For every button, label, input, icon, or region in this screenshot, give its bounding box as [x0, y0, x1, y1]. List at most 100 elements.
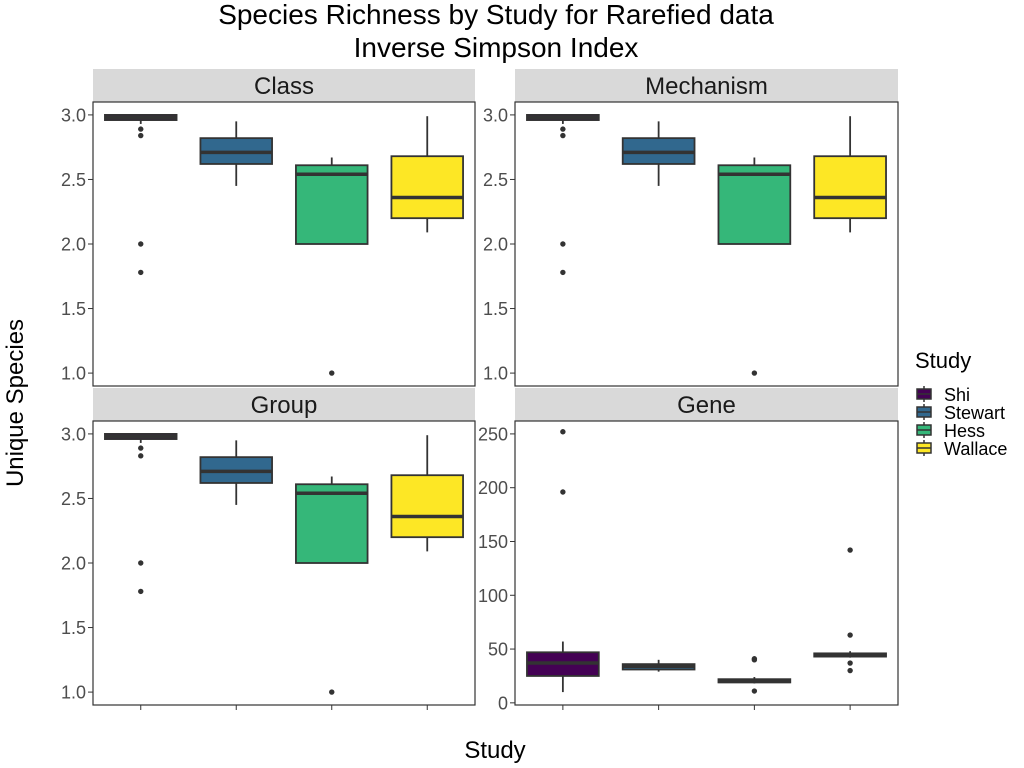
box-shi — [104, 114, 178, 276]
outlier-point — [560, 132, 566, 139]
box-stewart — [199, 440, 273, 505]
y-tick-label: 1.5 — [61, 299, 86, 319]
y-tick-label: 2.5 — [61, 489, 86, 509]
legend-item-stewart: Stewart — [916, 403, 1005, 423]
legend-item-wallace: Wallace — [916, 439, 1007, 459]
outlier-point — [560, 429, 566, 435]
y-tick-label: 100 — [478, 586, 508, 606]
box-shi — [526, 114, 600, 276]
y-tick-label: 2.5 — [61, 170, 86, 190]
outlier-point — [138, 560, 144, 566]
outlier-point — [847, 547, 853, 553]
y-tick-label: 1.5 — [483, 299, 508, 319]
outlier-point — [751, 688, 758, 694]
box-shi — [526, 429, 600, 693]
outlier-point — [138, 269, 144, 276]
box-wallace — [813, 547, 887, 674]
y-tick-label: 3.0 — [483, 105, 508, 125]
box-body — [717, 164, 792, 245]
facet-strip-label: Gene — [677, 392, 736, 419]
box-body — [295, 164, 369, 245]
outlier-point — [138, 445, 144, 451]
panel-background — [93, 102, 475, 386]
x-axis-title: Study — [464, 737, 525, 764]
panel-border — [92, 101, 476, 387]
panel-border — [514, 420, 899, 706]
y-tick-label: 3.0 — [61, 424, 86, 444]
legend-item-shi: Shi — [916, 385, 970, 405]
facet-strip-label: Mechanism — [645, 73, 768, 100]
facet-strip-label: Class — [254, 73, 314, 100]
y-tick-label: 2.0 — [61, 554, 86, 574]
y-tick-label: 250 — [478, 424, 508, 444]
figure-title-line-2: Inverse Simpson Index — [354, 32, 639, 63]
outlier-point — [138, 241, 144, 247]
facet-strip-label: Group — [251, 392, 318, 419]
box-hess — [295, 157, 369, 376]
panel-background — [93, 421, 475, 705]
y-axis-title: Unique Species — [2, 319, 29, 487]
box-wallace — [813, 116, 887, 233]
facet-strip — [93, 69, 475, 102]
box-hess — [717, 157, 792, 376]
box-hess — [295, 476, 369, 695]
y-tick-label: 2.0 — [483, 235, 508, 255]
panel-border — [514, 101, 899, 387]
box-shi — [104, 433, 178, 595]
outlier-point — [138, 588, 144, 595]
outlier-point — [847, 660, 853, 666]
facet-panel-group: Group 1.0 1.5 2.0 2.5 3.0 — [61, 388, 476, 710]
box-hess — [717, 656, 792, 694]
box-body — [390, 474, 464, 539]
box-stewart — [621, 659, 696, 672]
facet-panel-gene: Gene 0 50 100 150 200 250 — [478, 388, 899, 713]
outlier-point — [847, 632, 853, 638]
y-tick-label: 1.0 — [483, 364, 508, 384]
legend-label: Stewart — [944, 403, 1005, 423]
outlier-point — [560, 269, 566, 276]
facet-panel-class: Class 1.0 1.5 2.0 2.5 3.0 — [61, 69, 476, 387]
y-tick-label: 1.0 — [61, 683, 86, 703]
panel-background — [515, 102, 898, 386]
y-tick-label: 50 — [488, 640, 508, 660]
legend-label: Shi — [944, 385, 970, 405]
box-wallace — [390, 116, 464, 233]
facet-strip — [93, 388, 475, 421]
outlier-point — [329, 689, 335, 695]
y-tick-label: 0 — [498, 693, 508, 713]
y-tick-label: 2.0 — [61, 235, 86, 255]
y-tick-label: 1.0 — [61, 364, 86, 384]
outlier-point — [560, 126, 566, 132]
legend-item-hess: Hess — [916, 421, 985, 441]
outlier-point — [138, 453, 144, 459]
facet-panel-mechanism: Mechanism 1.0 1.5 2.0 2.5 3.0 — [483, 69, 899, 387]
box-stewart — [199, 121, 273, 186]
box-wallace — [390, 435, 464, 552]
facet-panels: Class 1.0 1.5 2.0 2.5 3.0 Mechanism 1.0 1.5 2.0 2.… — [61, 69, 899, 713]
outlier-point — [751, 657, 758, 663]
legend-label: Wallace — [944, 439, 1007, 459]
box-body — [295, 483, 369, 564]
legend-label: Hess — [944, 421, 985, 441]
outlier-point — [560, 489, 566, 495]
facet-strip — [515, 69, 898, 102]
box-body — [390, 155, 464, 220]
outlier-point — [847, 667, 853, 674]
y-tick-label: 150 — [478, 532, 508, 552]
legend-title: Study — [915, 348, 971, 373]
facet-strip — [515, 388, 898, 421]
outlier-point — [329, 370, 335, 376]
figure-title-line-1: Species Richness by Study for Rarefied d… — [218, 0, 774, 30]
outlier-point — [138, 132, 144, 139]
y-tick-label: 2.5 — [483, 170, 508, 190]
box-body — [813, 155, 887, 220]
outlier-point — [751, 370, 758, 376]
outlier-point — [560, 241, 566, 247]
y-tick-label: 200 — [478, 478, 508, 498]
box-stewart — [621, 121, 696, 186]
y-tick-label: 1.5 — [61, 618, 86, 638]
y-tick-label: 3.0 — [61, 105, 86, 125]
outlier-point — [138, 126, 144, 132]
